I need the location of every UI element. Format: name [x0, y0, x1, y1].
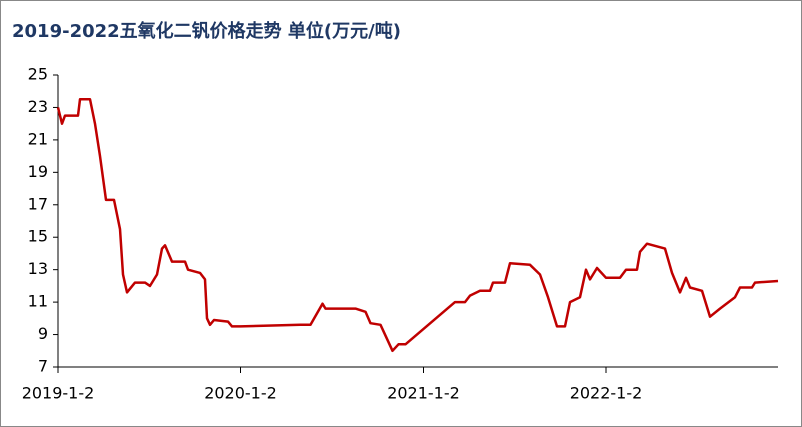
y-tick-label: 17 [28, 194, 48, 213]
x-tick-label: 2022-1-2 [570, 384, 643, 403]
y-tick-label: 13 [28, 259, 48, 278]
chart-title: 2019-2022五氧化二钒价格走势 单位(万元/吨) [12, 20, 401, 42]
y-tick-label: 7 [38, 357, 48, 376]
y-tick-label: 23 [28, 97, 48, 116]
x-tick-label: 2021-1-2 [387, 384, 460, 403]
y-tick-label: 25 [28, 65, 48, 84]
y-tick-label: 19 [28, 162, 48, 181]
x-tick-label: 2019-1-2 [22, 384, 95, 403]
y-tick-label: 21 [28, 129, 48, 148]
y-tick-label: 15 [28, 227, 48, 246]
y-tick-label: 11 [28, 292, 48, 311]
x-tick-label: 2020-1-2 [204, 384, 277, 403]
price-line [56, 98, 779, 353]
y-tick-label: 9 [38, 324, 48, 343]
